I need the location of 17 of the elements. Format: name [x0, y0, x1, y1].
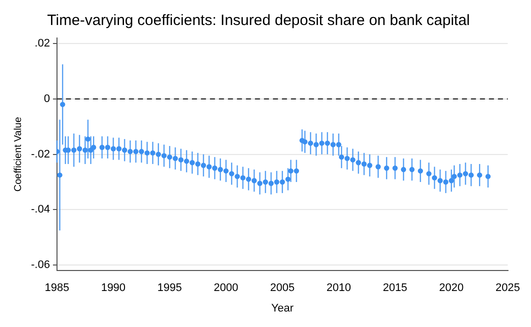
x-tick-label: 2020 — [439, 282, 464, 294]
x-tick-label: 1995 — [157, 282, 182, 294]
x-tick-label: 1990 — [101, 282, 126, 294]
chart-title: Time-varying coefficients: Insured deposit share on bank capital — [47, 12, 470, 30]
y-tick-label: .02 — [34, 38, 50, 50]
x-tick-label: 1985 — [44, 282, 70, 294]
x-axis-title: Year — [271, 302, 294, 314]
x-tick-label: 2015 — [382, 282, 408, 294]
x-tick-label: 2010 — [326, 282, 351, 294]
x-tick-label: 2005 — [270, 282, 295, 294]
x-tick-label: 2025 — [496, 282, 520, 294]
y-tick-label: -.06 — [30, 259, 50, 272]
y-tick-label: -.02 — [30, 148, 50, 160]
y-tick-label: -.04 — [30, 204, 50, 216]
y-axis-title: Coefficient Value — [12, 116, 24, 192]
y-tick-label: 0 — [44, 92, 50, 105]
x-tick-label: 2000 — [214, 282, 238, 294]
